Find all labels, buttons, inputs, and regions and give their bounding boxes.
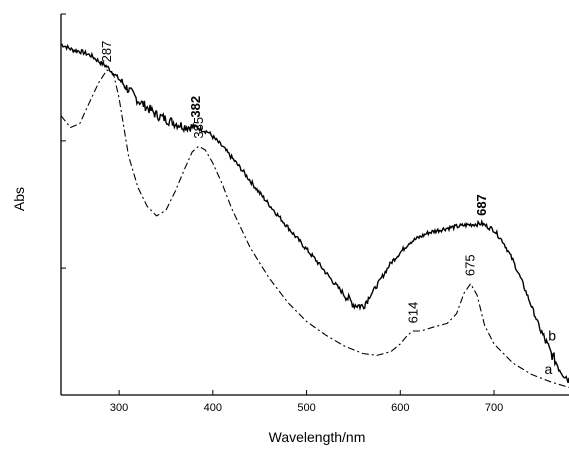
x-tick-label-500: 500	[297, 402, 315, 414]
curve-label-a: a	[545, 361, 553, 377]
series-b-line	[60, 43, 569, 384]
peak-label-687: 687	[474, 194, 489, 216]
curve-label-b: b	[548, 328, 556, 344]
peak-label-382: 382	[188, 96, 203, 118]
peak-label-287: 287	[99, 41, 114, 63]
y-ticks	[61, 13, 66, 396]
x-ticks: 300 400 500 600 700	[110, 390, 503, 414]
peak-label-385: 385	[191, 117, 206, 139]
y-axis-title: Abs	[11, 187, 27, 211]
plot-frame	[60, 14, 569, 396]
x-tick-label-400: 400	[204, 402, 222, 414]
x-tick-label-300: 300	[110, 402, 128, 414]
peak-label-675: 675	[463, 254, 478, 276]
peak-label-614: 614	[405, 302, 420, 324]
series-layer	[60, 43, 569, 388]
x-tick-label-600: 600	[391, 402, 409, 414]
x-tick-label-700: 700	[485, 402, 503, 414]
series-a-line	[60, 69, 569, 388]
x-axis-title: Wavelength/nm	[269, 429, 366, 445]
